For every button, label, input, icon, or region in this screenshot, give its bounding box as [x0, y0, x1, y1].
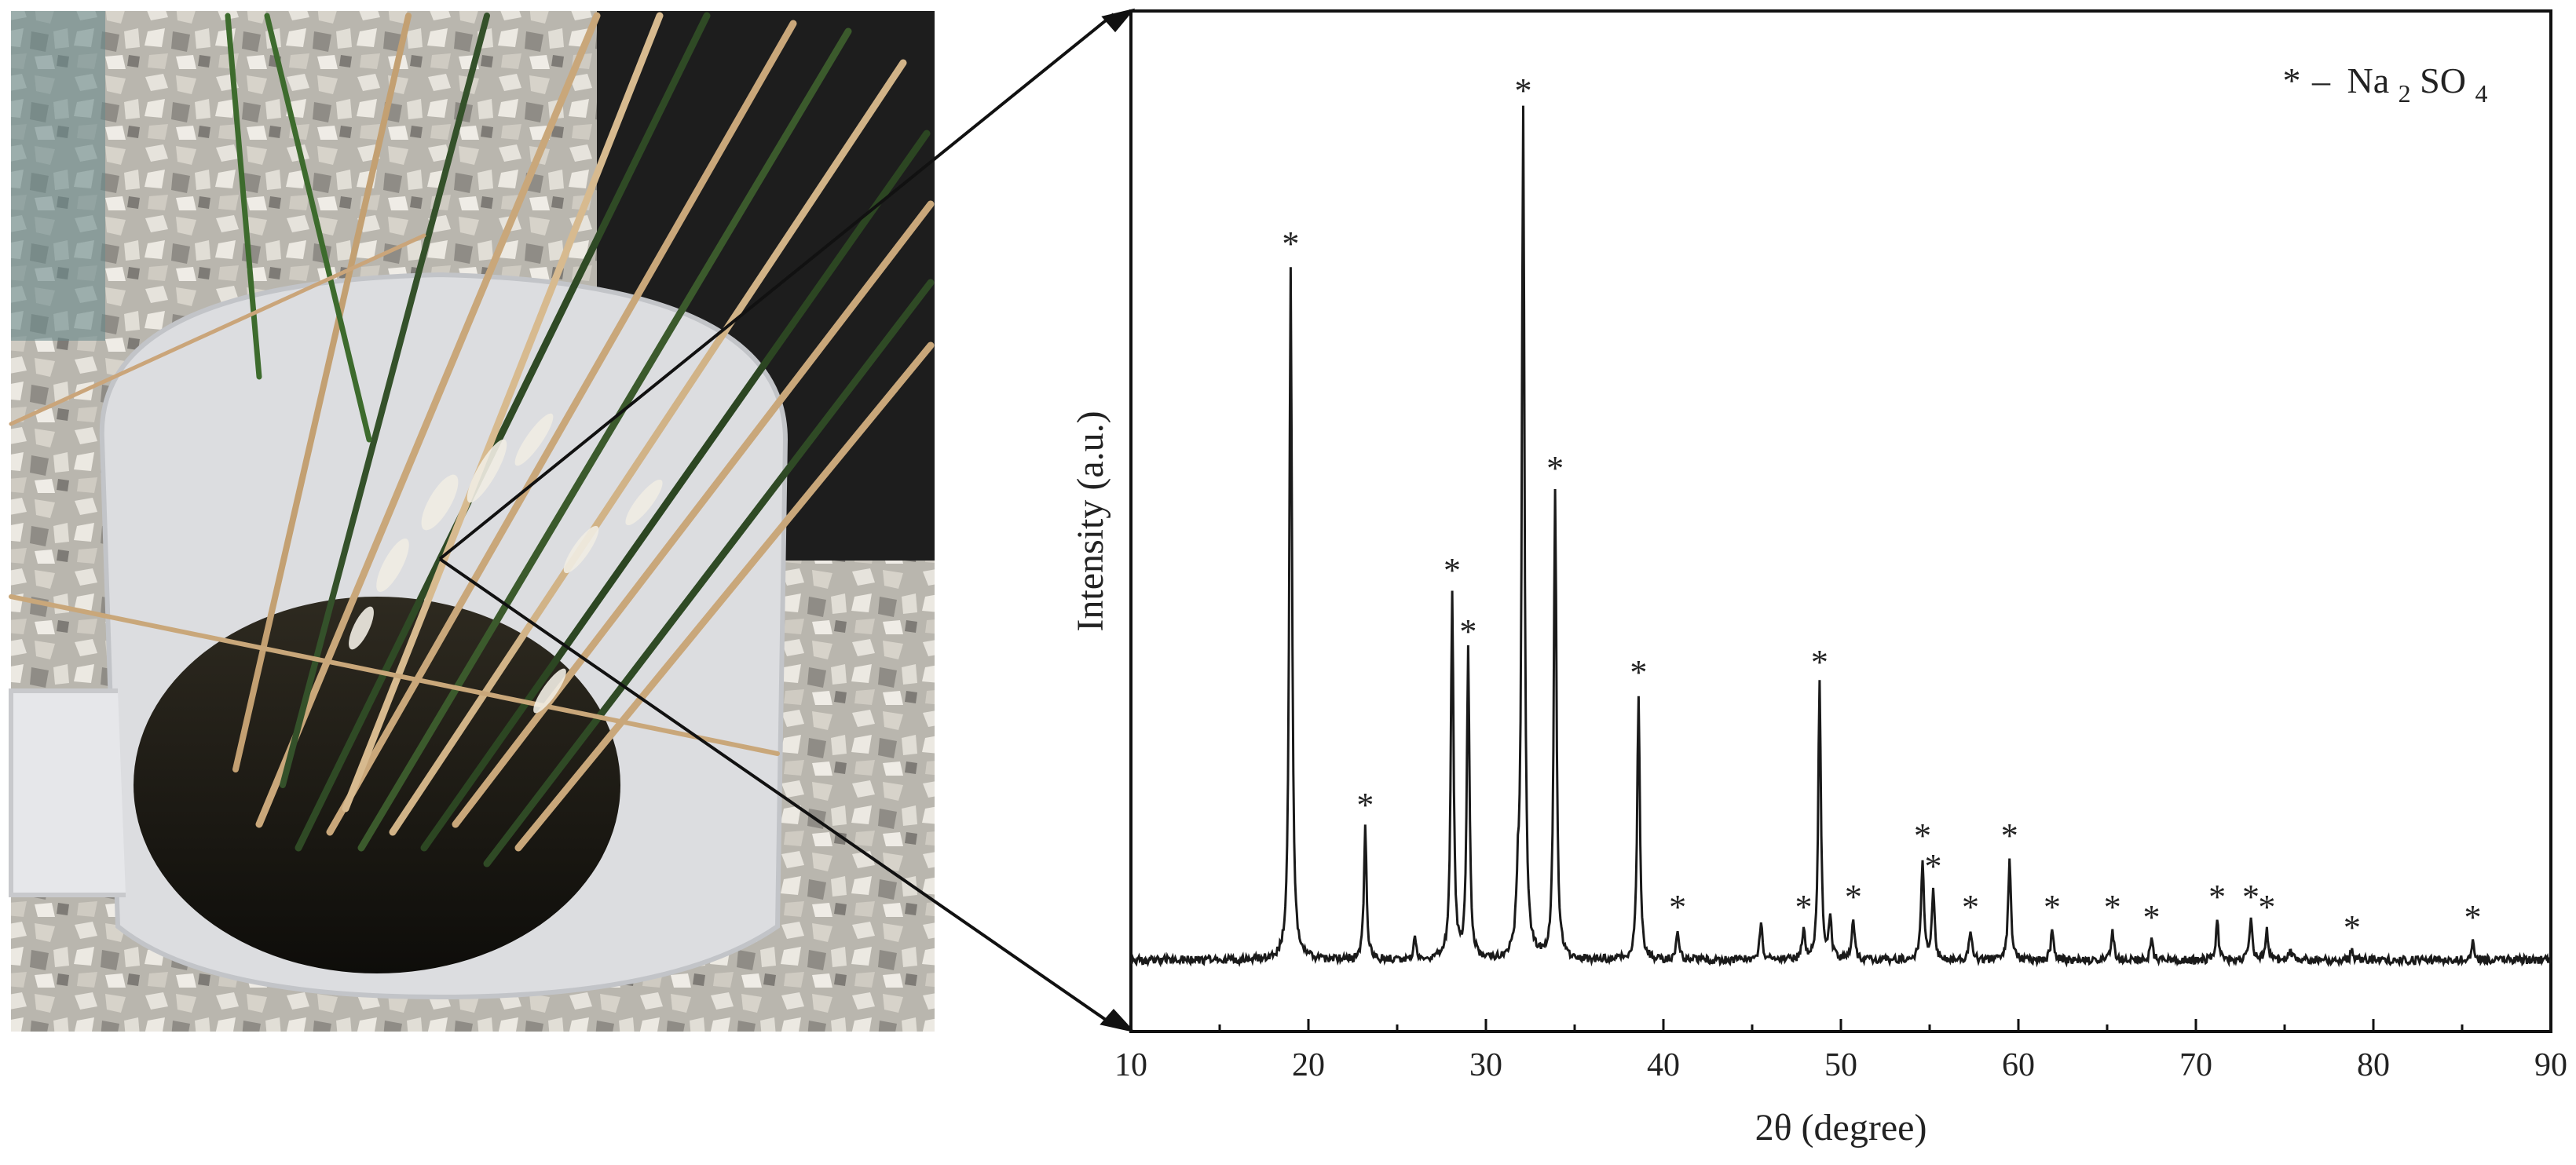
x-tick-label: 80 [2357, 1047, 2390, 1083]
legend: * – Na 2 SO 4 [2283, 60, 2488, 110]
peak-markers: ******** ******** * ** *** * [1282, 71, 2481, 947]
x-tick-label: 50 [1824, 1047, 1857, 1083]
x-tick-label: 60 [2002, 1047, 2035, 1083]
legend-compound: Na [2347, 60, 2390, 100]
peak-marker: * [2143, 898, 2161, 937]
peak-marker: * [1444, 551, 1461, 590]
peak-marker: * [1630, 653, 1647, 692]
peak-marker: * [2464, 898, 2482, 937]
peak-marker: * [2001, 816, 2018, 855]
zoom-connectors [438, 8, 1136, 1033]
x-tick-label: 90 [2534, 1047, 2567, 1083]
legend-mid: SO [2420, 60, 2466, 100]
x-tick-label: 30 [1469, 1047, 1502, 1083]
peak-marker: * [1282, 225, 1299, 263]
reed-stems [9, 12, 935, 867]
peak-marker: * [1925, 847, 1942, 886]
plot-frame [1129, 9, 2552, 1033]
legend-sub1: 2 [2399, 79, 2411, 108]
x-axis-ticks [1129, 1019, 2552, 1032]
peak-marker: * [1459, 612, 1476, 651]
peak-marker: * [1795, 888, 1813, 926]
legend-marker: * [2283, 60, 2301, 100]
peak-marker: * [2044, 888, 2061, 926]
legend-text: – Na 2 SO 4 [2311, 60, 2487, 110]
plant-photo [9, 11, 935, 1032]
x-axis-label: 2θ (degree) [1755, 1107, 1927, 1149]
pitcher-handle [9, 688, 126, 897]
legend-dash: – [2311, 60, 2331, 100]
peak-marker: * [2104, 888, 2121, 926]
peak-marker: * [2208, 878, 2226, 916]
x-tick-label: 10 [1114, 1047, 1147, 1083]
peak-marker: * [2242, 878, 2259, 916]
peak-marker: * [1356, 786, 1374, 824]
xrd-chart: 10 20 30 40 50 60 70 80 90 ******** ******** * ** **… [1070, 9, 2567, 1149]
salt-crust [349, 413, 663, 714]
peak-marker: * [1845, 878, 1862, 916]
series-line-na2so4 [1129, 105, 2552, 968]
peak-marker: * [2258, 888, 2275, 926]
peak-marker: * [1962, 888, 1979, 926]
peak-marker: * [1914, 816, 1931, 855]
peak-marker: * [1546, 449, 1564, 488]
jar-corner [11, 11, 105, 341]
peak-marker: * [2344, 908, 2361, 947]
x-tick-label: 70 [2179, 1047, 2212, 1083]
peak-marker: * [1514, 71, 1531, 110]
peak-marker: * [1669, 888, 1686, 926]
x-tick-label: 40 [1647, 1047, 1680, 1083]
x-axis-tick-labels: 10 20 30 40 50 60 70 80 90 [1114, 1047, 2567, 1083]
peak-marker: * [1811, 643, 1828, 681]
y-axis-label: Intensity (a.u.) [1070, 411, 1111, 631]
x-tick-label: 20 [1292, 1047, 1325, 1083]
legend-sub2: 4 [2475, 79, 2487, 108]
